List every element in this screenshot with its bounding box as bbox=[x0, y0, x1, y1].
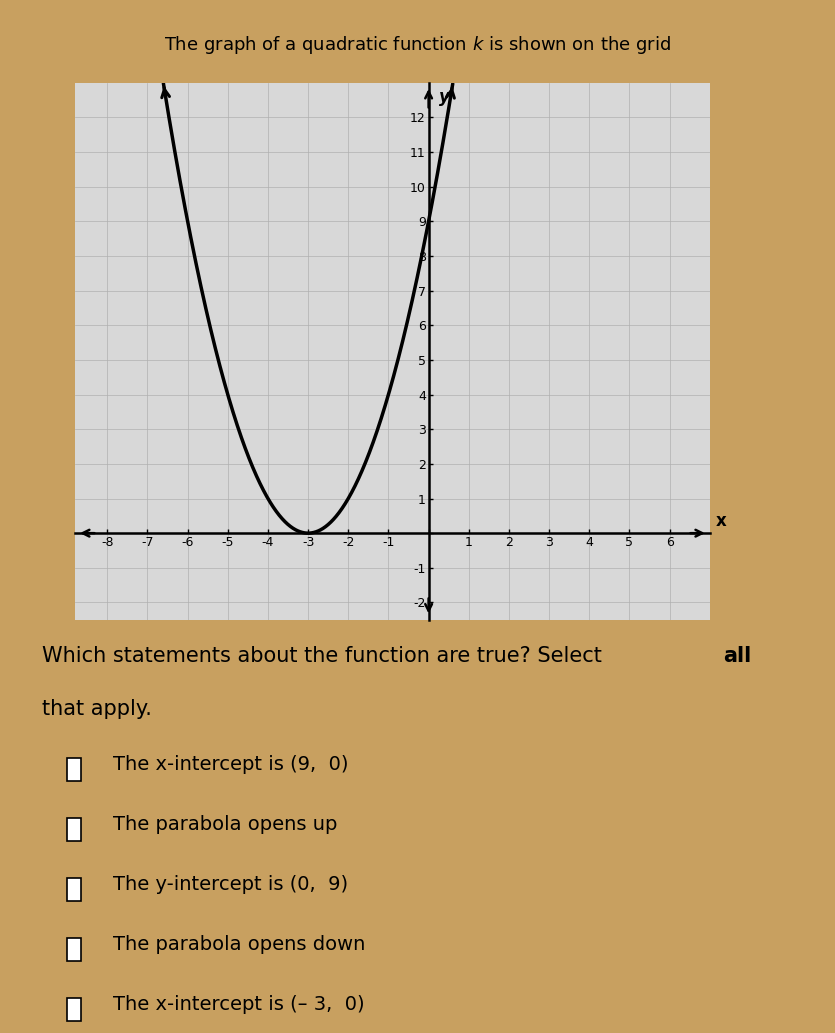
Text: The parabola opens down: The parabola opens down bbox=[113, 935, 365, 953]
Text: The x-intercept is (– 3,  0): The x-intercept is (– 3, 0) bbox=[113, 995, 364, 1013]
Text: all: all bbox=[723, 646, 752, 665]
Text: The graph of a quadratic function $\it{k}$ is shown on the grid: The graph of a quadratic function $\it{k… bbox=[164, 34, 671, 56]
Text: Which statements about the function are true? Select: Which statements about the function are … bbox=[42, 646, 608, 665]
Text: The y-intercept is (0,  9): The y-intercept is (0, 9) bbox=[113, 875, 348, 894]
Text: The x-intercept is (9,  0): The x-intercept is (9, 0) bbox=[113, 755, 348, 774]
Text: y: y bbox=[438, 88, 449, 105]
Text: x: x bbox=[716, 512, 726, 530]
Text: that apply.: that apply. bbox=[42, 699, 152, 719]
Text: The parabola opens up: The parabola opens up bbox=[113, 815, 337, 834]
